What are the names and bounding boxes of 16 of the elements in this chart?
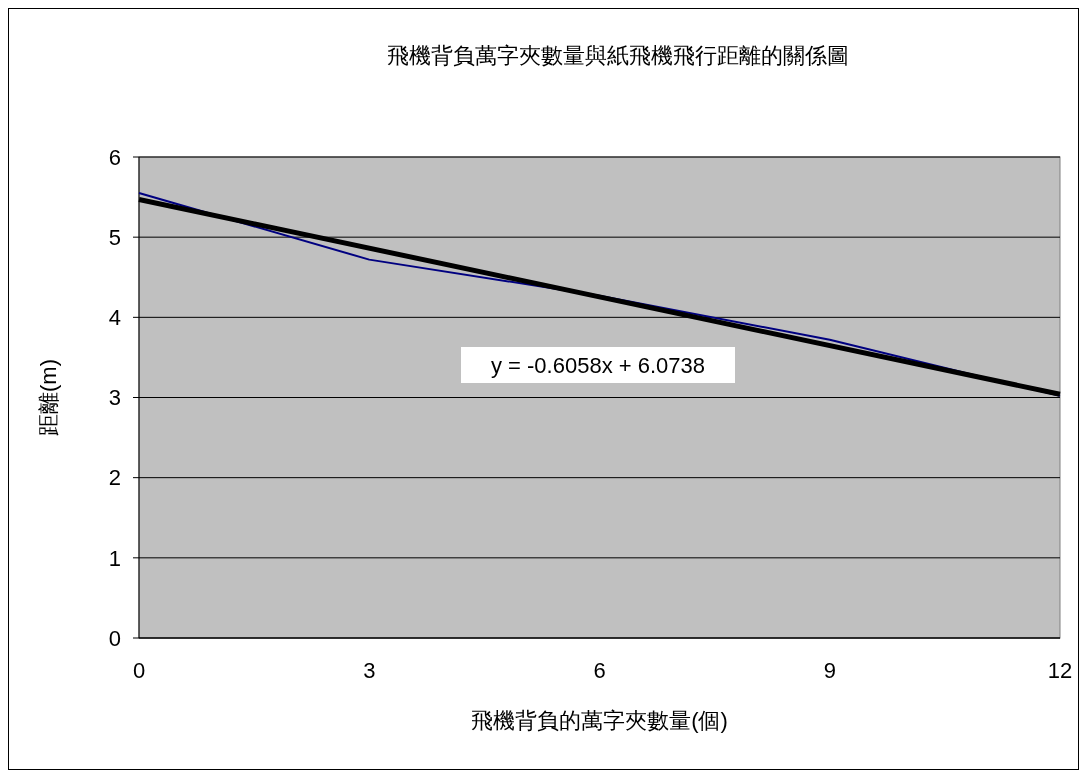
y-axis-title: 距離(m) <box>36 359 61 436</box>
y-tick-label: 0 <box>108 625 121 651</box>
x-tick-label: 6 <box>593 658 606 683</box>
chart-title: 飛機背負萬字夾數量與紙飛機飛行距離的關係圖 <box>386 43 849 68</box>
y-tick-label: 3 <box>108 385 121 411</box>
y-tick-label: 1 <box>108 545 121 571</box>
x-axis-title: 飛機背負的萬字夾數量(個) <box>471 708 728 733</box>
y-tick-label: 6 <box>108 144 121 170</box>
x-tick-label: 12 <box>1047 658 1073 683</box>
x-tick-label: 3 <box>363 658 376 683</box>
x-tick-label: 0 <box>132 658 146 683</box>
y-tick-label: 4 <box>108 305 121 331</box>
x-tick-label: 9 <box>823 658 836 683</box>
y-tick-label: 2 <box>108 465 121 491</box>
annotation: y = -0.6058x + 6.0738 <box>490 352 706 378</box>
y-tick-label: 5 <box>108 224 121 250</box>
